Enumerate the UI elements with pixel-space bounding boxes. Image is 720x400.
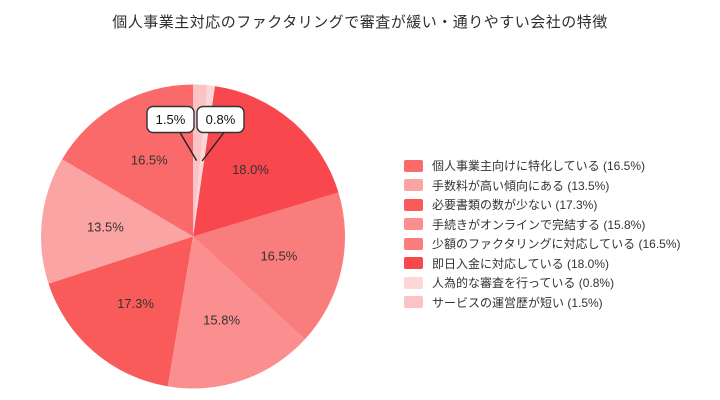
legend-label: 手続きがオンラインで完結する (15.8%): [432, 217, 646, 232]
pie-slice-4: [167, 236, 305, 389]
legend-label: 必要書類の数が少ない (17.3%): [432, 198, 598, 213]
slice-percent-label: 16.5%: [260, 249, 297, 264]
chart-legend: 個人事業主向けに特化している (16.5%) 手数料が高い傾向にある (13.5%…: [404, 156, 681, 312]
slice-percent-label: 15.8%: [203, 312, 240, 327]
callout-percent-label: 1.5%: [156, 112, 186, 127]
legend-label: 人為的な審査を行っている (0.8%): [432, 276, 615, 291]
callout-percent-label: 0.8%: [206, 112, 236, 127]
chart-title: 個人事業主対応のファクタリングで審査が緩い・通りやすい会社の特徴: [112, 14, 608, 31]
callout-box: [146, 105, 195, 134]
legend-item-1: 個人事業主向けに特化している (16.5%): [404, 156, 681, 176]
legend-swatch: [404, 159, 423, 172]
legend-label: 個人事業主向けに特化している (16.5%): [432, 159, 645, 174]
legend-label: 手数料が高い傾向にある (13.5%): [432, 178, 610, 193]
pie-slice-3: [48, 236, 193, 387]
legend-label: 少額のファクタリングに対応している (16.5%): [432, 237, 681, 252]
pie-slice-2: [41, 159, 193, 284]
legend-item-6: 即日入金に対応している (18.0%): [404, 254, 681, 274]
legend-swatch: [404, 296, 423, 309]
legend-swatch: [404, 179, 423, 192]
slice-percent-label: 17.3%: [117, 296, 154, 311]
legend-item-5: 少額のファクタリングに対応している (16.5%): [404, 234, 681, 254]
legend-swatch: [404, 198, 423, 211]
legend-item-3: 必要書類の数が少ない (17.3%): [404, 195, 681, 215]
legend-label: 即日入金に対応している (18.0%): [432, 256, 609, 271]
callout-leader-line: [201, 132, 225, 162]
legend-swatch: [404, 237, 423, 250]
legend-swatch: [404, 257, 423, 270]
legend-swatch: [404, 218, 423, 231]
pie-slice-5: [193, 192, 346, 340]
slice-percent-label: 13.5%: [87, 220, 124, 235]
legend-swatch: [404, 276, 423, 289]
legend-item-7: 人為的な審査を行っている (0.8%): [404, 273, 681, 293]
legend-item-8: サービスの運営歴が短い (1.5%): [404, 293, 681, 313]
callout-leader-line: [179, 132, 198, 161]
slice-percent-label: 16.5%: [131, 152, 168, 167]
callout-box: [196, 105, 245, 134]
legend-item-2: 手数料が高い傾向にある (13.5%): [404, 176, 681, 196]
legend-label: サービスの運営歴が短い (1.5%): [432, 295, 603, 310]
legend-item-4: 手続きがオンラインで完結する (15.8%): [404, 215, 681, 235]
slice-percent-label: 18.0%: [232, 162, 269, 177]
